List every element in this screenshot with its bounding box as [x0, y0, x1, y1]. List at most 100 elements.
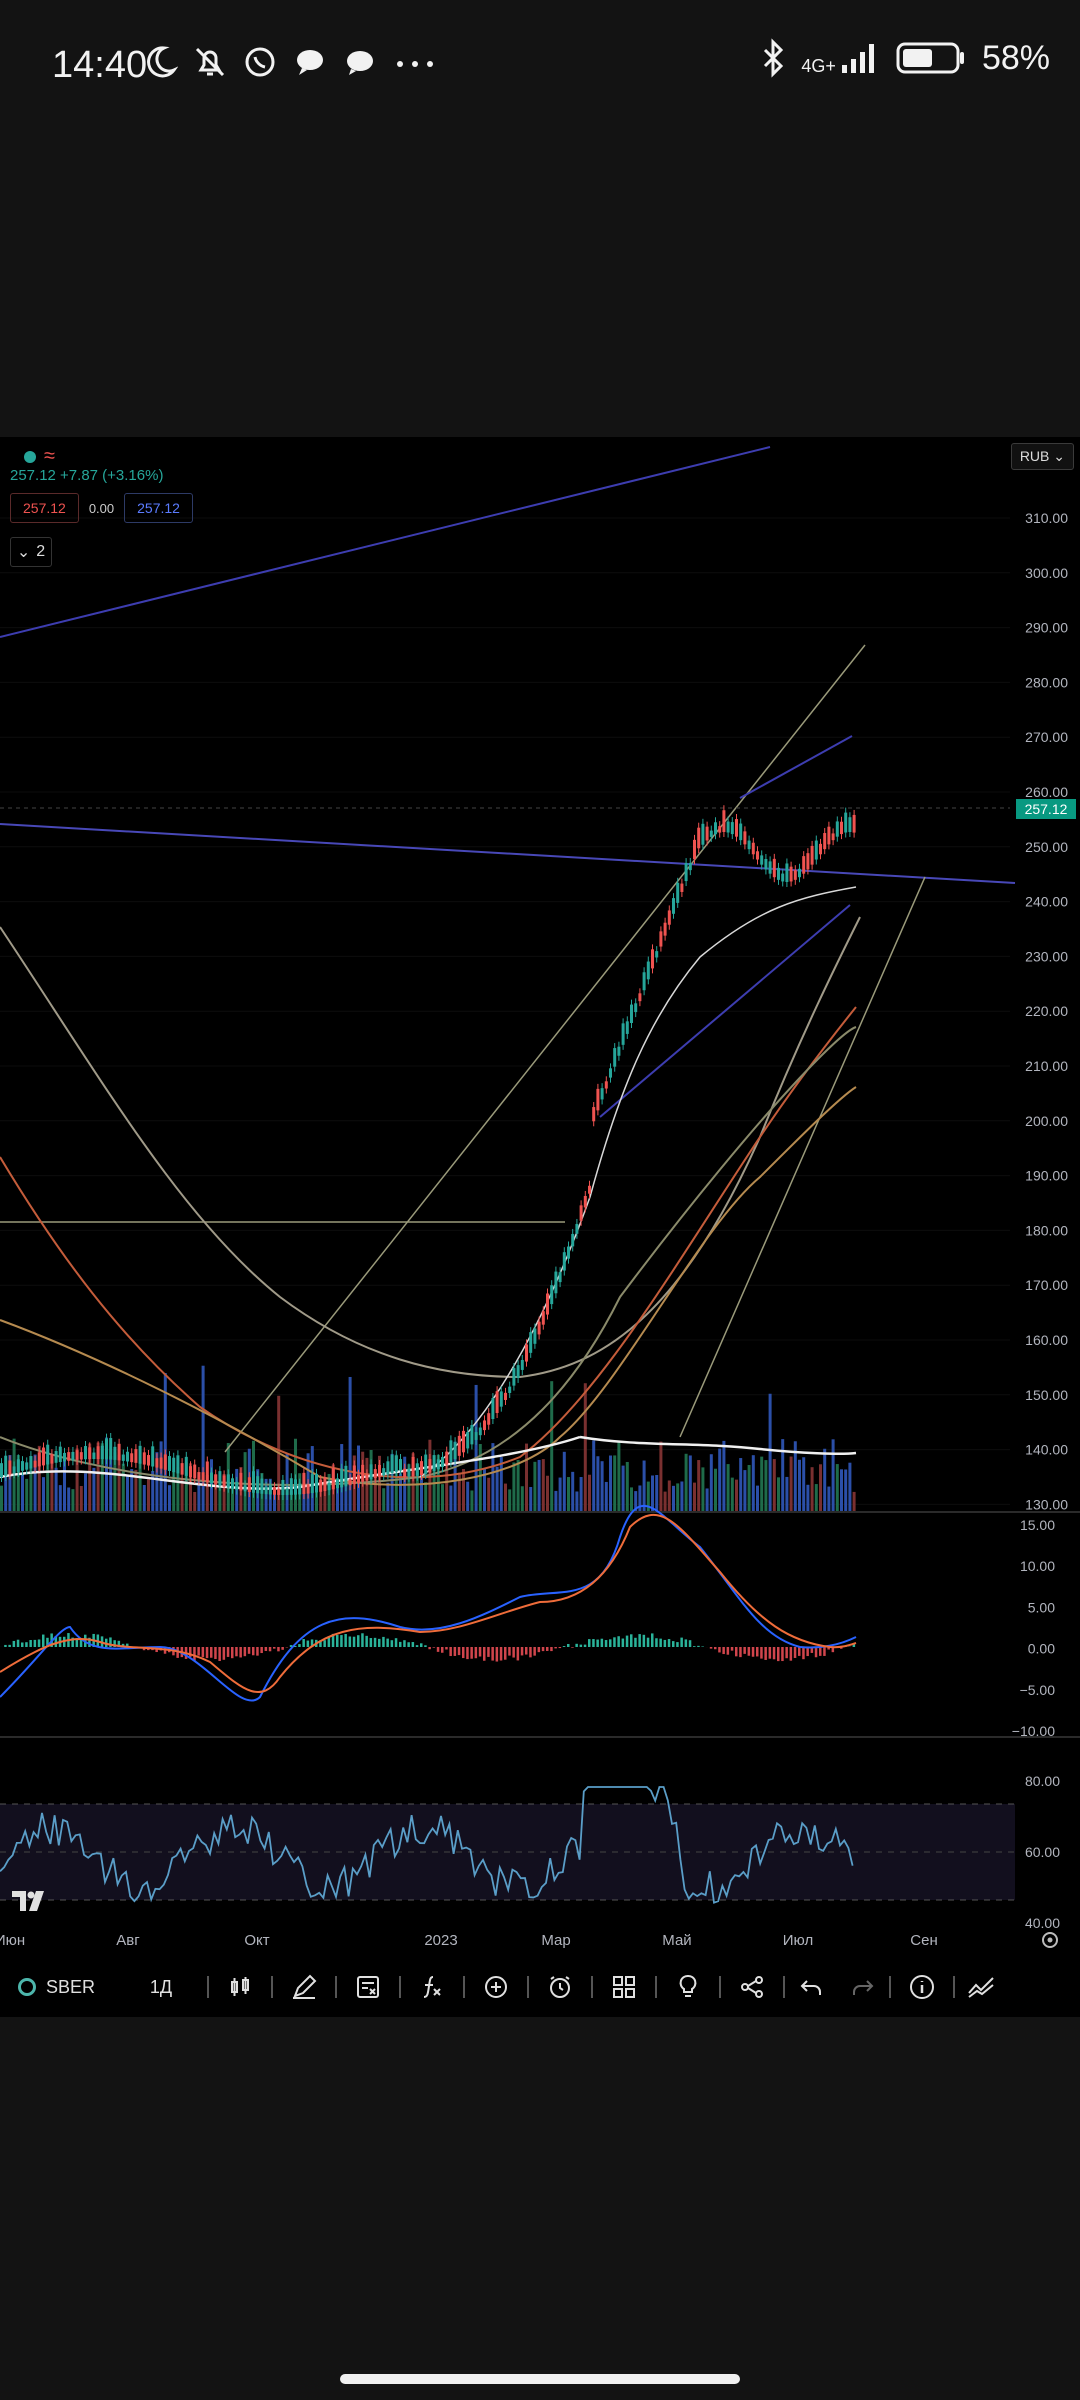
macd-bar	[264, 1647, 268, 1651]
candle	[37, 1452, 41, 1467]
macd-bar	[638, 1634, 641, 1647]
candle	[331, 1468, 335, 1490]
macd-bar	[302, 1639, 305, 1647]
candle	[487, 1413, 491, 1425]
candle	[378, 1464, 381, 1477]
share-button[interactable]	[721, 1957, 783, 2017]
candle	[693, 839, 696, 860]
volume-bar	[743, 1470, 747, 1512]
macd-bar	[751, 1647, 755, 1657]
macd-bar	[592, 1639, 595, 1647]
add-button[interactable]	[465, 1957, 527, 2017]
wave-icon[interactable]: ≈	[44, 445, 55, 467]
candle	[453, 1442, 457, 1460]
macd-pane[interactable]: 15.00 10.00 5.00 0.00 −5.00 −10.00	[0, 1504, 1055, 1739]
sell-price-button[interactable]: 257.12	[10, 493, 79, 523]
volume-bar	[533, 1461, 537, 1512]
candle	[180, 1463, 184, 1475]
settings-icon[interactable]	[1042, 1932, 1058, 1948]
candle	[508, 1386, 512, 1393]
macd-bar	[726, 1647, 730, 1655]
candle	[760, 855, 764, 865]
volume-bar	[693, 1482, 696, 1512]
volume-bar	[613, 1455, 617, 1512]
volume-bar	[184, 1462, 188, 1512]
system-icons: 4G+ 58%	[761, 38, 1050, 78]
candle	[130, 1453, 134, 1463]
time-label: Май	[662, 1932, 691, 1949]
message-icon	[347, 51, 373, 75]
macd-bar	[714, 1647, 717, 1650]
volume-bar	[449, 1485, 453, 1512]
candle	[764, 859, 768, 870]
chart-area[interactable]: 310.00 300.00 290.00 280.00 270.00 260.00 250.…	[0, 437, 1080, 2017]
candle	[319, 1480, 323, 1492]
volume-bar	[516, 1460, 520, 1512]
macd-bar	[596, 1639, 599, 1647]
candle	[252, 1471, 255, 1493]
candle	[504, 1392, 507, 1400]
chart-canvas[interactable]: 310.00300.00290.00280.00270.00260.00250.…	[0, 437, 1080, 1957]
home-indicator[interactable]	[340, 2374, 740, 2384]
macd-bar	[831, 1647, 835, 1653]
candle	[705, 826, 709, 841]
volume-bar	[835, 1464, 839, 1512]
volume-bar	[386, 1482, 390, 1512]
indicators-list-button[interactable]	[337, 1957, 399, 2017]
buy-price-button[interactable]: 257.12	[124, 493, 193, 523]
candle	[617, 1046, 621, 1056]
candle	[75, 1450, 79, 1460]
volume-bar	[88, 1443, 92, 1512]
candle	[247, 1477, 251, 1493]
volume-bar	[0, 1485, 3, 1512]
candle	[466, 1431, 470, 1449]
candle	[4, 1455, 8, 1476]
candle	[365, 1474, 369, 1481]
candle	[609, 1068, 612, 1078]
volume-bar	[802, 1457, 806, 1512]
candle	[96, 1446, 100, 1460]
candle	[151, 1446, 155, 1467]
redo-button[interactable]	[837, 1957, 889, 2017]
layout-button[interactable]	[593, 1957, 655, 2017]
chart-type-button[interactable]	[209, 1957, 271, 2017]
formula-icon	[423, 1976, 441, 1998]
volume-bar	[168, 1485, 171, 1512]
macd-bar	[231, 1647, 234, 1659]
info-button[interactable]	[891, 1957, 953, 2017]
volume-bar	[592, 1440, 596, 1512]
draw-button[interactable]	[273, 1957, 335, 2017]
volume-bar	[25, 1478, 29, 1512]
candle	[264, 1486, 268, 1495]
candle	[88, 1447, 92, 1460]
alert-button[interactable]	[529, 1957, 591, 2017]
candle	[71, 1451, 75, 1461]
interval-button[interactable]: 1Д	[115, 1957, 207, 2017]
macd-bar	[575, 1643, 578, 1647]
volume-bar	[445, 1465, 449, 1512]
undo-button[interactable]	[785, 1957, 837, 2017]
symbol-button[interactable]: SBER	[0, 1957, 115, 2017]
macd-bar	[529, 1647, 532, 1658]
ideas-button[interactable]	[657, 1957, 719, 2017]
macd-bar	[37, 1639, 41, 1647]
volume-bar	[407, 1464, 411, 1512]
macd-tick: 15.00	[1020, 1517, 1055, 1533]
collapse-button[interactable]: ⌄ 2	[10, 537, 52, 567]
macd-bar	[793, 1647, 797, 1658]
indicators-button[interactable]	[401, 1957, 463, 2017]
macd-axis: 15.00 10.00 5.00 0.00 −5.00 −10.00	[1012, 1517, 1055, 1739]
compare-button[interactable]	[955, 1957, 1007, 2017]
macd-bar	[541, 1647, 545, 1652]
candle	[134, 1449, 138, 1463]
candle	[235, 1481, 239, 1490]
candle	[361, 1464, 365, 1482]
macd-bar	[403, 1640, 406, 1647]
trend-lines[interactable]	[0, 446, 1016, 1453]
candle	[840, 821, 843, 835]
volume-bar	[596, 1456, 600, 1512]
volume-bar	[781, 1439, 785, 1512]
rsi-axis: 80.00 60.00 40.00	[1025, 1773, 1060, 1931]
currency-select[interactable]: RUB ⌄	[1010, 443, 1074, 470]
rsi-pane[interactable]: 80.00 60.00 40.00	[0, 1773, 1060, 1931]
